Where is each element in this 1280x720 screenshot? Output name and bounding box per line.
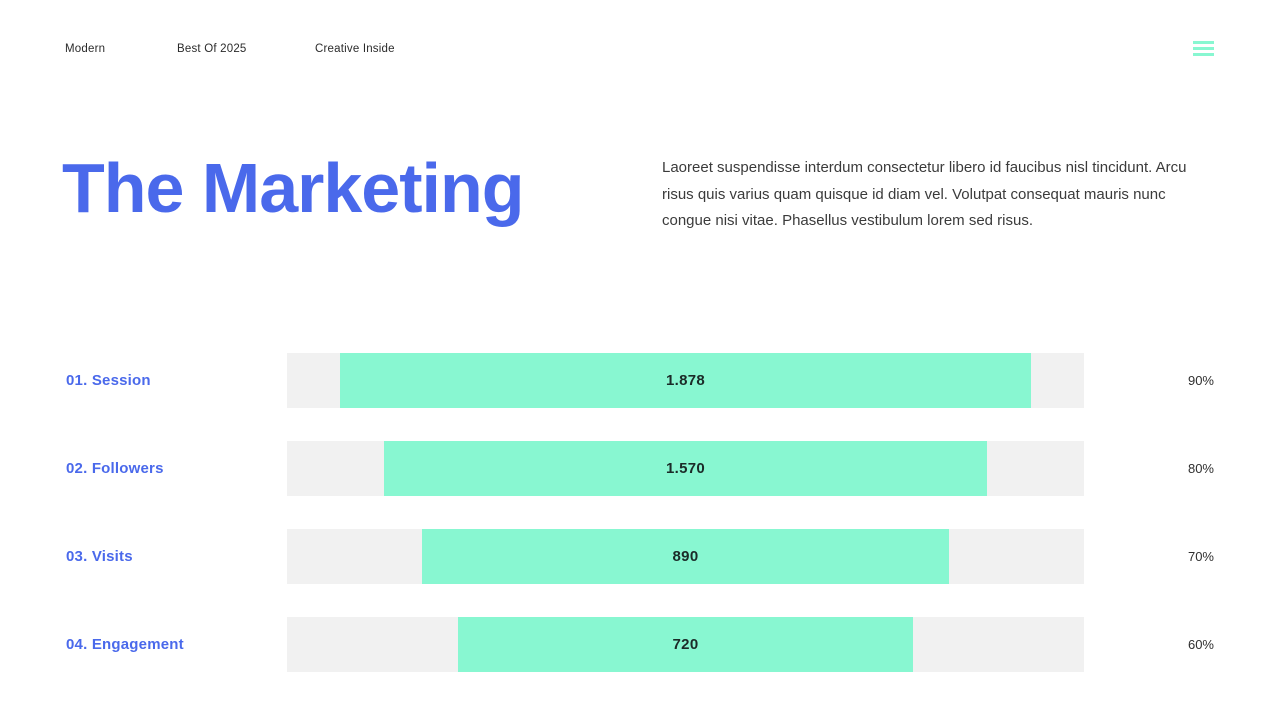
chart-row: 02. Followers 1.570 80%	[0, 441, 1280, 496]
hamburger-menu-icon[interactable]	[1193, 41, 1214, 56]
bar-fill: 1.570	[383, 441, 988, 496]
bar-fill: 1.878	[340, 353, 1031, 408]
percent-label: 60%	[1187, 637, 1214, 652]
nav-item-modern[interactable]: Modern	[65, 43, 106, 55]
chart-row: 01. Session 1.878 90%	[0, 353, 1280, 408]
chart-row: 04. Engagement 720 60%	[0, 617, 1280, 672]
bar-track: 890	[287, 529, 1084, 584]
page-title: The Marketing	[62, 149, 525, 227]
nav-item-creative-inside[interactable]: Creative Inside	[315, 43, 395, 55]
row-label: 04. Engagement	[66, 636, 184, 653]
nav-item-best-of-2025[interactable]: Best Of 2025	[177, 43, 247, 55]
row-label: 01. Session	[66, 372, 151, 389]
bar-track: 720	[287, 617, 1084, 672]
percent-label: 80%	[1187, 461, 1214, 476]
bar-chart: 01. Session 1.878 90% 02. Followers 1.57…	[0, 353, 1280, 705]
percent-label: 90%	[1187, 373, 1214, 388]
bar-fill: 720	[458, 617, 913, 672]
intro-paragraph: Laoreet suspendisse interdum consectetur…	[662, 159, 1187, 229]
top-nav: Modern Best Of 2025 Creative Inside	[0, 0, 1280, 72]
bar-track: 1.878	[287, 353, 1084, 408]
bar-track: 1.570	[287, 441, 1084, 496]
bar-fill: 890	[422, 529, 949, 584]
percent-label: 70%	[1187, 549, 1214, 564]
chart-row: 03. Visits 890 70%	[0, 529, 1280, 584]
row-label: 03. Visits	[66, 548, 133, 565]
row-label: 02. Followers	[66, 460, 164, 477]
